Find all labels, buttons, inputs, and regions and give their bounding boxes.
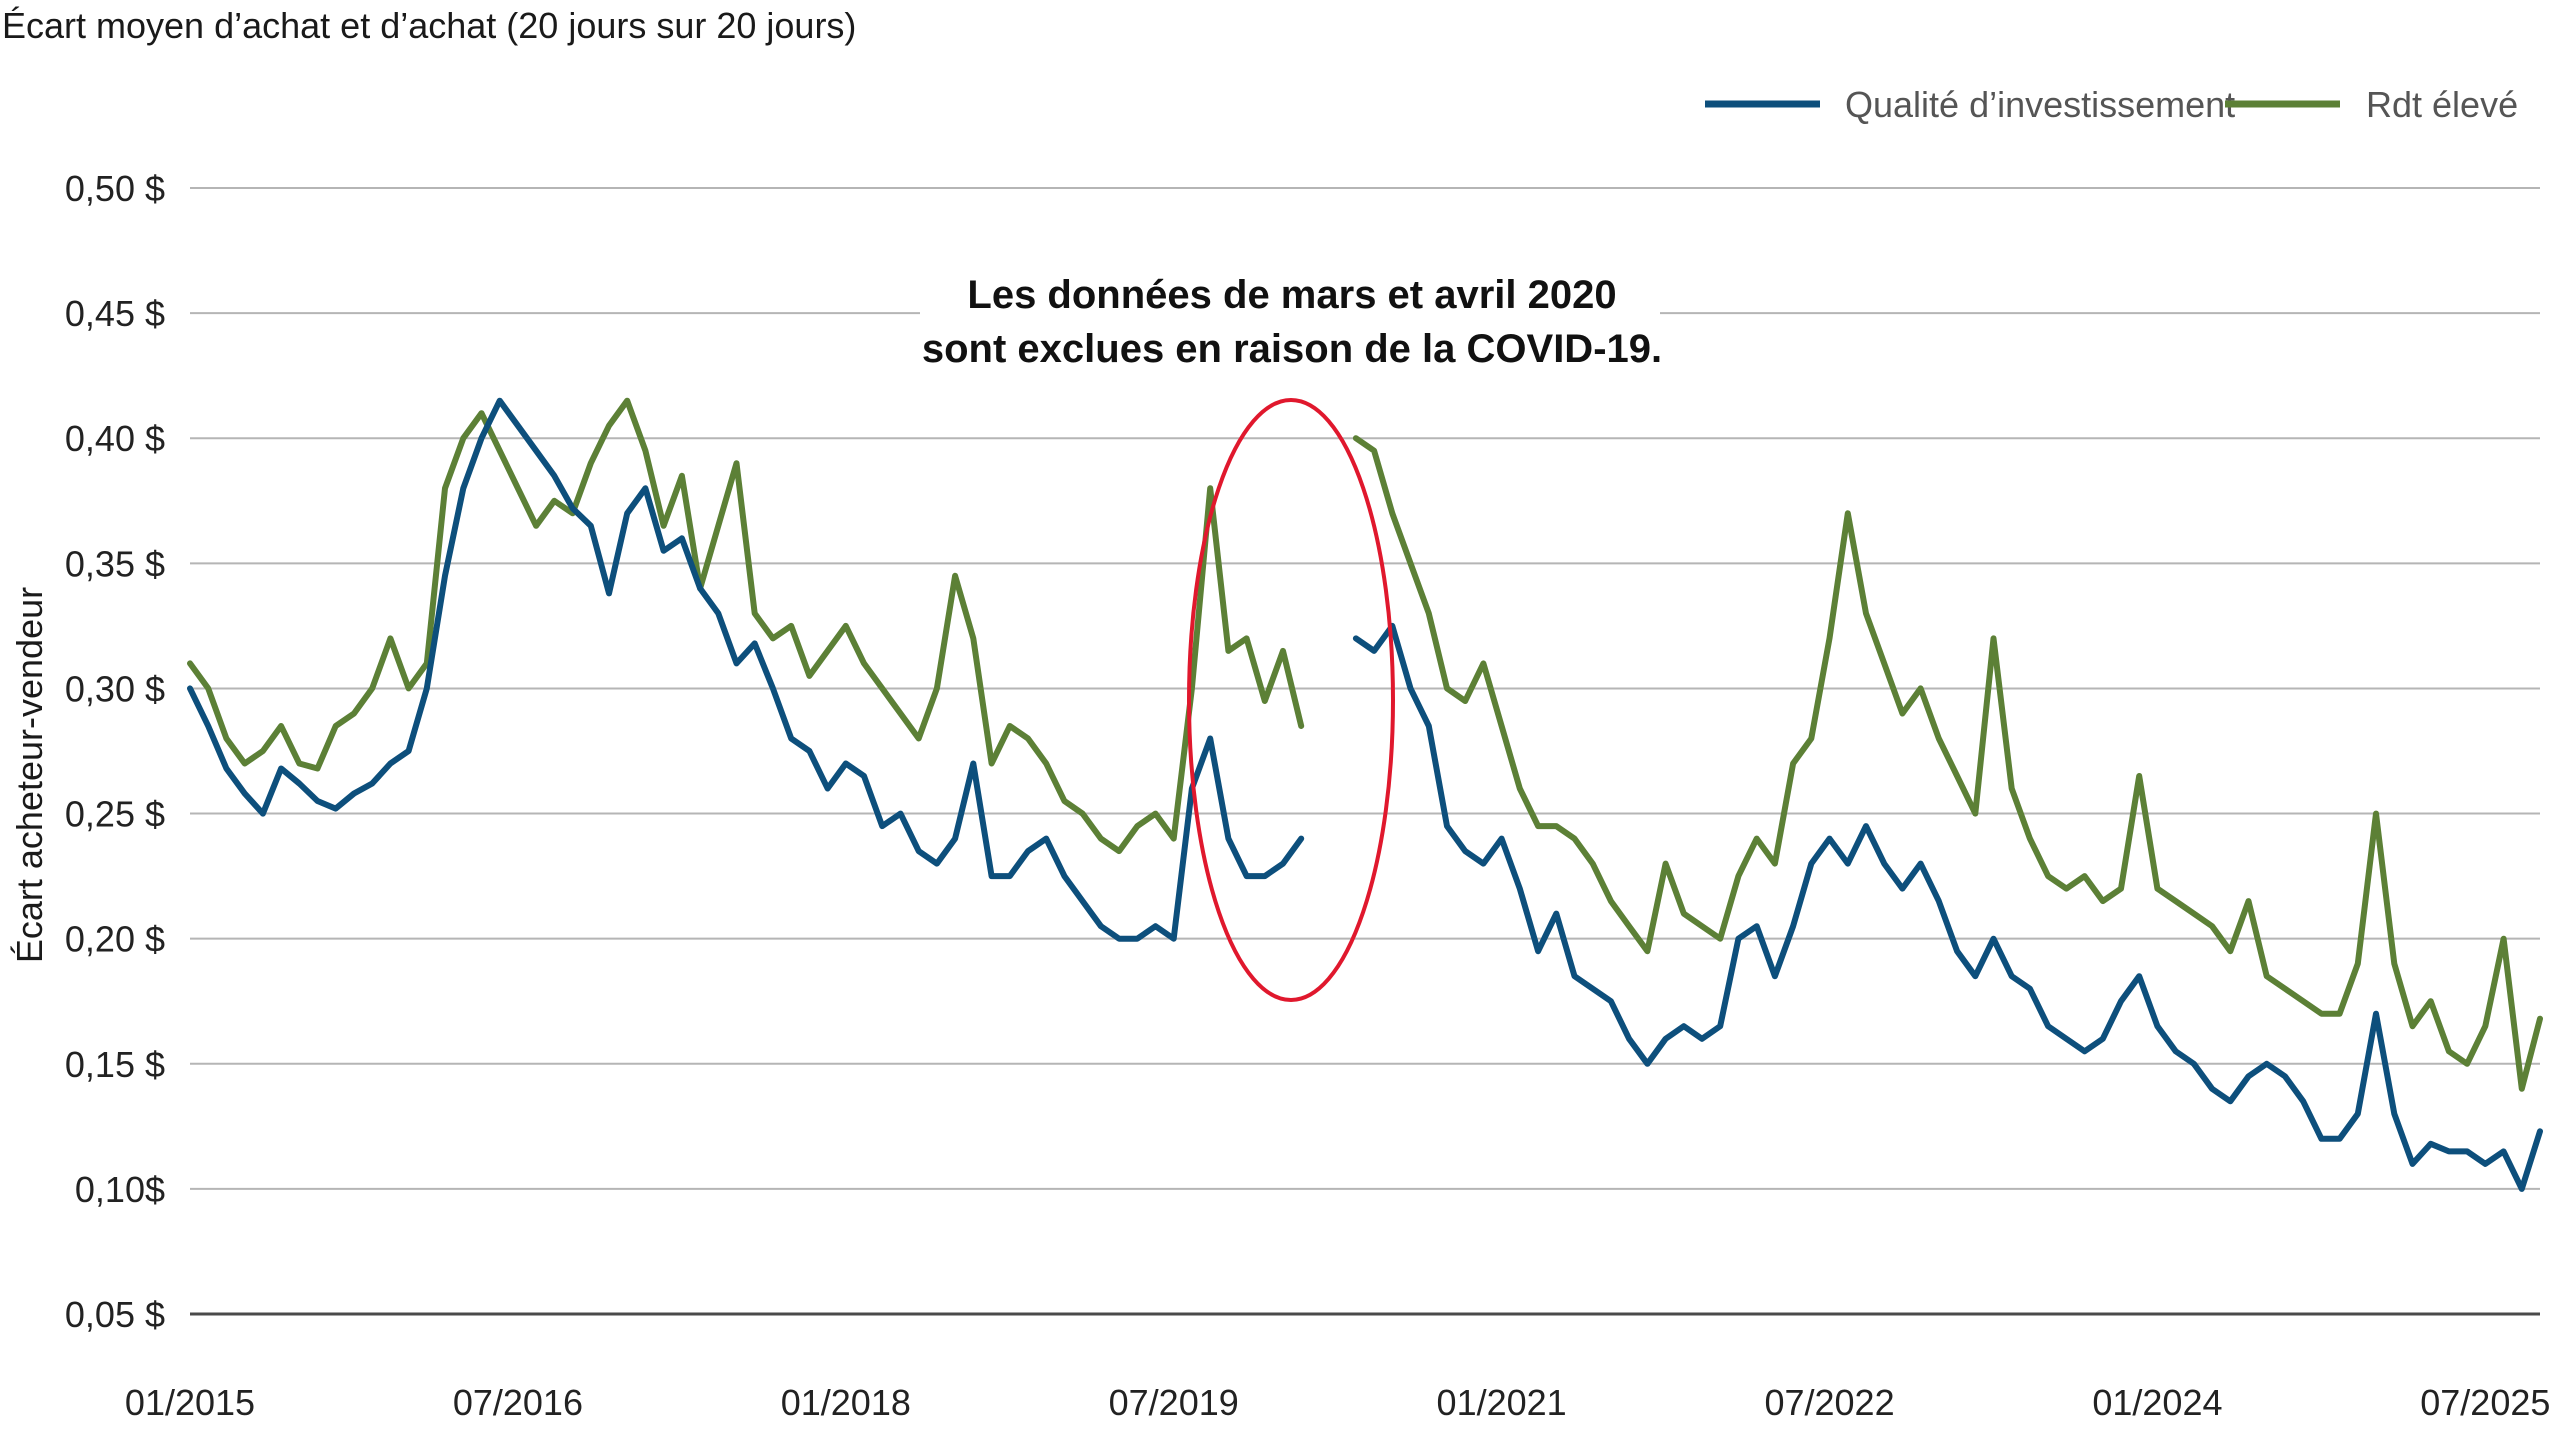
y-axis-ticks: 0,50 $ 0,45 $ 0,40 $ 0,35 $ 0,30 $ 0,25 $ 0,20… [65,168,165,1335]
x-tick-label: 01/2015 [125,1382,255,1423]
series-line-segment [187,397,1305,855]
annotation-line-1: Les données de mars et avril 2020 [967,273,1616,317]
y-tick-label: 0,40 $ [65,418,165,459]
y-tick-label: 0,50 $ [65,168,165,209]
y-axis-label: Écart acheteur-vendeur [9,587,50,963]
series-line-segment [1352,435,2543,1092]
y-tick-label: 0,30 $ [65,668,165,709]
y-tick-label: 0,15 $ [65,1044,165,1085]
legend-label: Rdt élevé [2366,84,2518,125]
x-tick-label: 01/2021 [1437,1382,1567,1423]
series [187,397,2543,1092]
chart-title: Écart moyen d’achat et d’achat (20 jours… [2,5,856,46]
y-tick-label: 0,25 $ [65,794,165,835]
y-tick-label: 0,20 $ [65,919,165,960]
y-tick-label: 0,45 $ [65,293,165,334]
gridlines [190,187,2540,1316]
x-tick-label: 07/2016 [453,1382,583,1423]
y-tick-label: 0,35 $ [65,543,165,584]
series-lines [187,397,2543,1192]
x-tick-label: 01/2018 [781,1382,911,1423]
x-tick-label: 01/2024 [2092,1382,2222,1423]
annotation-line-2: sont exclues en raison de la COVID-19. [922,327,1662,371]
annotation-background [920,262,1660,382]
series [187,397,2543,1192]
y-tick-label: 0,05 $ [65,1294,165,1335]
x-tick-label: 07/2019 [1109,1382,1239,1423]
series-line-segment [187,397,1305,942]
x-tick-label: 07/2022 [1764,1382,1894,1423]
x-axis-ticks: 01/2015 07/2016 01/2018 07/2019 01/2021 07/20… [125,1382,2550,1423]
covid-annotation: Les données de mars et avril 2020 sont e… [920,262,1662,1002]
y-tick-label: 0,10$ [75,1169,165,1210]
x-tick-label: 07/2025 [2420,1382,2550,1423]
legend: Qualité d’investissement Rdt élevé [1705,84,2518,125]
annotation-circle [1187,398,1395,1002]
legend-label: Qualité d’investissement [1845,84,2235,125]
series-line-segment [1352,622,2543,1192]
